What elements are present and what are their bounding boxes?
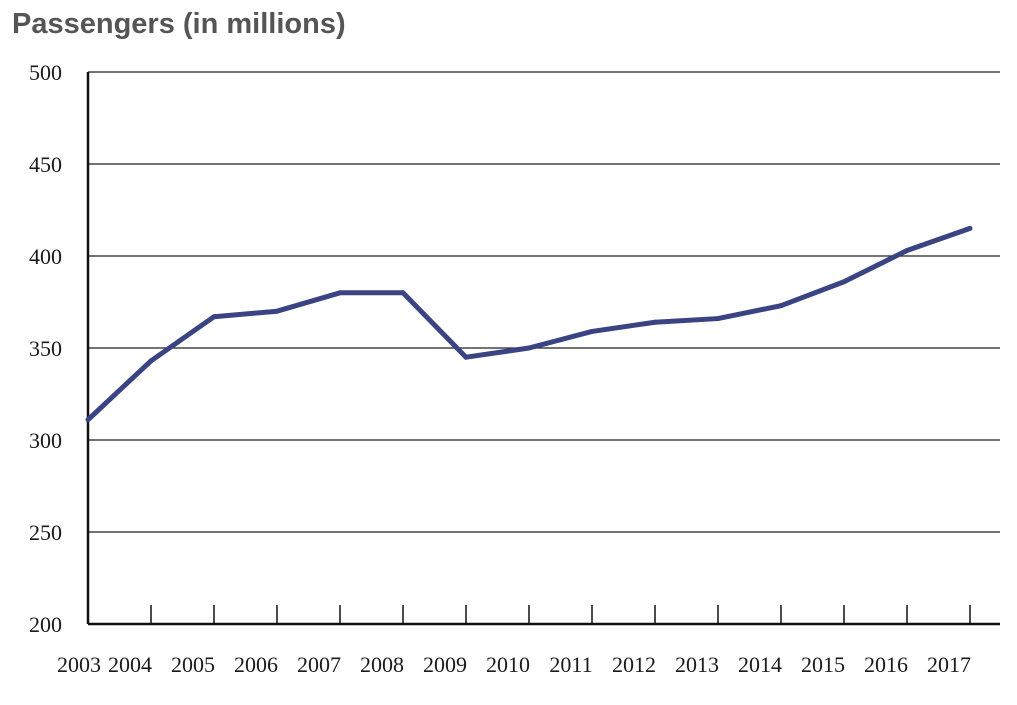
x-tick-label: 2014	[738, 652, 782, 677]
data-point	[274, 308, 280, 314]
data-point	[967, 225, 973, 231]
data-point	[400, 290, 406, 296]
x-tick-label: 2016	[864, 652, 908, 677]
x-axis-labels: 2003 2004 2005 2006 2007 2008 2009 2010 2011 2012…	[57, 652, 971, 677]
series-group	[85, 225, 973, 423]
y-tick-label: 300	[29, 428, 62, 453]
y-tick-label: 350	[29, 336, 62, 361]
gridlines	[88, 71, 1000, 533]
data-point	[463, 354, 469, 360]
chart-title: Passengers (in millions)	[12, 8, 346, 40]
series-line	[86, 226, 971, 422]
y-tick-label: 200	[29, 612, 62, 637]
data-point	[85, 417, 91, 423]
x-tick-label: 2013	[675, 652, 719, 677]
x-tick-label: 2006	[234, 652, 278, 677]
x-tick-label: 2012	[612, 652, 656, 677]
x-tick-label: 2010	[486, 652, 530, 677]
y-tick-label: 400	[29, 244, 62, 269]
data-point	[337, 290, 343, 296]
x-tick-label: 2004	[108, 652, 152, 677]
x-tick-label: 2017	[927, 652, 971, 677]
data-point	[715, 316, 721, 322]
data-point	[841, 279, 847, 285]
x-tick-label: 2008	[360, 652, 404, 677]
data-point	[589, 328, 595, 334]
x-tick-label: 2007	[297, 652, 341, 677]
x-tick-label: 2015	[801, 652, 845, 677]
y-tick-label: 500	[29, 60, 62, 85]
data-point	[148, 358, 154, 364]
y-axis-labels: 200 250 300 350 400 450 500	[29, 60, 62, 637]
x-tick-label: 2011	[549, 652, 592, 677]
y-tick-label: 250	[29, 520, 62, 545]
data-point	[652, 319, 658, 325]
data-point	[778, 303, 784, 309]
x-tick-label: 2009	[423, 652, 467, 677]
y-tick-label: 450	[29, 152, 62, 177]
x-tick-label: 2005	[171, 652, 215, 677]
data-point	[526, 345, 532, 351]
x-axis-ticks	[150, 605, 971, 624]
axes	[86, 72, 1000, 626]
x-tick-label: 2003	[57, 652, 101, 677]
data-point	[904, 247, 910, 253]
data-point	[211, 314, 217, 320]
